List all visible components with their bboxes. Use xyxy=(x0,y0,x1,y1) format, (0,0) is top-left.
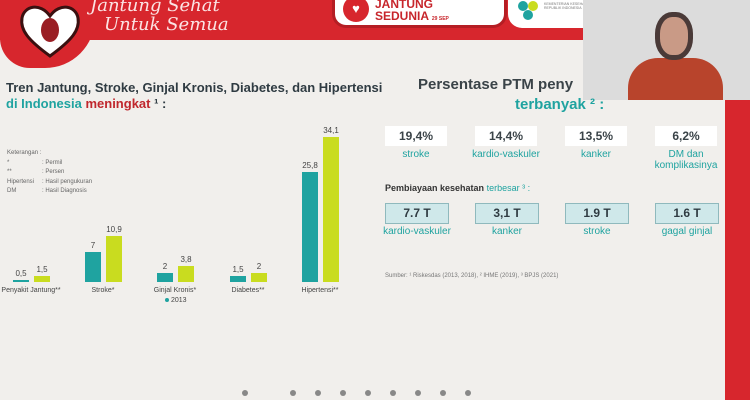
presenter-head xyxy=(655,12,693,60)
cost-label: kanker xyxy=(491,226,522,237)
cost-value-box: 1.6 T xyxy=(655,203,719,224)
ptm-value-box: 14,4% xyxy=(475,126,537,146)
bar-2018-4 xyxy=(323,137,339,282)
ptm-value-box: 13,5% xyxy=(565,126,627,146)
bar-value-label: 25,8 xyxy=(302,161,318,171)
presenter-video[interactable] xyxy=(583,0,750,100)
bar-2018-0 xyxy=(34,275,50,282)
slide-dot[interactable] xyxy=(440,390,446,396)
bar-value-label: 34,1 xyxy=(323,126,339,135)
cost-value-box: 1.9 T xyxy=(565,203,629,224)
category-label: Stroke* xyxy=(91,287,115,294)
bar-2018-3 xyxy=(251,273,267,282)
bar-2018-1 xyxy=(106,235,122,282)
cost-label: gagal ginjal xyxy=(661,226,713,237)
kemenkes-icon xyxy=(518,1,538,20)
bar-2018-2 xyxy=(178,265,194,282)
cost-title: Pembiayaan kesehatan terbesar ³ : xyxy=(385,183,531,193)
bar-2013-4 xyxy=(302,172,318,282)
cost-value-box: 3,1 T xyxy=(475,203,539,224)
kemenkes-text: KEMENTERIAN KESEHATAN REPUBLIK INDONESIA xyxy=(544,2,591,10)
heart-badge xyxy=(0,0,95,68)
category-label: Penyakit Jantung** xyxy=(1,287,61,294)
bar-value-label: 10,9 xyxy=(106,224,122,234)
series-legend: 2013 xyxy=(165,297,187,304)
ptm-subtitle: terbanyak ² : xyxy=(515,96,605,113)
slide-dot[interactable] xyxy=(315,390,321,396)
bar-2013-3 xyxy=(230,275,246,282)
bar-value-label: 3,8 xyxy=(180,254,192,264)
ptm-label: DM dan komplikasinya xyxy=(654,149,718,171)
slide-dot[interactable] xyxy=(290,390,296,396)
bar-value-label: 2 xyxy=(256,262,262,272)
cost-value-box: 7.7 T xyxy=(385,203,449,224)
bar-value-label: 2 xyxy=(162,262,168,272)
bar-value-label: 1,5 xyxy=(36,264,48,274)
event-date: 29 SEP xyxy=(431,16,449,22)
bar-2013-2 xyxy=(157,273,173,282)
heart-logo-icon xyxy=(20,5,80,58)
slide-dot[interactable] xyxy=(390,390,396,396)
bar-value-label: 7 xyxy=(90,241,96,251)
category-label: Diabetes** xyxy=(231,287,265,294)
bar-value-label: 1,5 xyxy=(232,264,244,274)
cost-label: stroke xyxy=(583,226,611,237)
event-line2: SEDUNIA xyxy=(375,9,429,23)
ptm-label: kardio-vaskuler xyxy=(472,149,540,160)
slide-dot[interactable] xyxy=(365,390,371,396)
right-red-stripe xyxy=(725,100,750,400)
world-heart-day-logo: ♥ JANTUNG SEDUNIA 29 SEP xyxy=(332,0,507,28)
bar-value-label: 0,5 xyxy=(15,268,27,278)
category-label: Hipertensi** xyxy=(301,287,339,294)
source-note: Sumber: ¹ Riskesdas (2013, 2018), ² IHME… xyxy=(385,273,559,279)
cost-label: kardio-vaskuler xyxy=(383,226,451,237)
slide-dot[interactable] xyxy=(242,390,248,396)
tagline: Jantung Sehat Untuk Semua xyxy=(90,0,229,35)
ptm-value-box: 6,2% xyxy=(655,126,717,146)
legend-label: 2013 xyxy=(171,297,187,304)
presenter-body xyxy=(628,58,723,100)
slide-dot[interactable] xyxy=(415,390,421,396)
bar-chart: 0,5 1,5 Penyakit Jantung** 7 10,9 Stroke* 2 3,8… xyxy=(0,0,375,320)
legend-swatch-2013 xyxy=(165,298,169,303)
ptm-label: stroke xyxy=(402,149,430,160)
category-label: Ginjal Kronis* xyxy=(153,287,197,294)
ptm-value-box: 19,4% xyxy=(385,126,447,146)
slide-dot[interactable] xyxy=(465,390,471,396)
heart-icon: ♥ xyxy=(343,0,369,22)
bar-2013-1 xyxy=(85,252,101,282)
chart-title: Tren Jantung, Stroke, Ginjal Kronis, Dia… xyxy=(6,80,383,111)
chart-notes: Keterangan : *: Permil **: Persen Hipert… xyxy=(7,150,93,194)
ptm-label: kanker xyxy=(580,149,611,160)
event-line1: JANTUNG xyxy=(375,0,434,11)
slide-dot[interactable] xyxy=(340,390,346,396)
ptm-title: Persentase PTM peny xyxy=(418,76,574,93)
bar-2013-0 xyxy=(13,279,29,282)
